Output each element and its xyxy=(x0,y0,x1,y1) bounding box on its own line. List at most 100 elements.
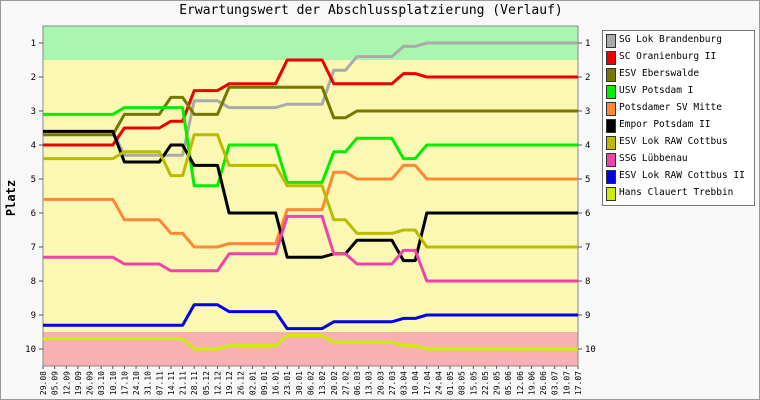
x-tick-label: 02.01 xyxy=(248,371,257,395)
series-line-sg-lok-brandenburg xyxy=(43,41,578,157)
x-tick-label: 19.09 xyxy=(74,371,83,395)
y-tick-label-left: 8 xyxy=(31,277,36,287)
series-line-potsdamer-sv-mitte xyxy=(43,163,578,249)
y-tick-label-right: 1 xyxy=(585,39,590,49)
legend-swatch xyxy=(606,119,616,133)
legend-item: Potsdamer SV Mitte xyxy=(603,99,754,116)
x-tick-label: 23.01 xyxy=(283,371,292,395)
series-line-empor-potsdam-ii xyxy=(43,129,578,263)
legend-label: Hans Clauert Trebbin xyxy=(619,187,734,198)
legend-item: ESV Eberswalde xyxy=(603,65,754,82)
y-tick-label-right: 5 xyxy=(585,175,590,185)
x-tick-label: 13.02 xyxy=(318,371,327,395)
legend-item: ESV Lok RAW Cottbus II xyxy=(603,167,754,184)
legend-label: SG Lok Brandenburg xyxy=(619,34,722,45)
legend-label: ESV Lok RAW Cottbus xyxy=(619,136,728,147)
x-tick-label: 22.05 xyxy=(481,371,490,395)
series-line-esv-lok-raw-cottbus-ii xyxy=(43,303,578,331)
x-tick-label: 03.04 xyxy=(400,371,409,395)
x-tick-label: 24.04 xyxy=(434,371,443,395)
legend-swatch xyxy=(606,51,616,65)
x-tick-label: 03.07 xyxy=(551,371,560,395)
x-tick-label: 05.12 xyxy=(202,371,211,395)
x-tick-label: 05.09 xyxy=(51,371,60,395)
x-tick-label: 20.03 xyxy=(376,371,385,395)
y-tick-label-right: 2 xyxy=(585,73,590,83)
legend-swatch xyxy=(606,136,616,150)
y-tick-label-left: 1 xyxy=(31,39,36,49)
legend-label: ESV Lok RAW Cottbus II xyxy=(619,170,745,181)
x-tick-label: 08.05 xyxy=(458,371,467,395)
x-tick-label: 24.10 xyxy=(132,371,141,395)
y-tick-label-left: 4 xyxy=(31,141,36,151)
series-line-esv-eberswalde xyxy=(43,85,578,137)
x-tick-label: 19.06 xyxy=(527,371,536,395)
x-tick-label: 16.01 xyxy=(272,371,281,395)
legend-label: Potsdamer SV Mitte xyxy=(619,102,722,113)
y-tick-label-left: 5 xyxy=(31,175,36,185)
legend-item: SSG Lübbenau xyxy=(603,150,754,167)
y-tick-label-left: 2 xyxy=(31,73,36,83)
x-tick-label: 09.01 xyxy=(260,371,269,395)
x-tick-label: 19.12 xyxy=(225,371,234,395)
x-tick-label: 15.05 xyxy=(469,371,478,395)
y-tick-label-left: 9 xyxy=(31,311,36,321)
legend-swatch xyxy=(606,170,616,184)
legend-label: SC Oranienburg II xyxy=(619,51,717,62)
x-tick-label: 27.02 xyxy=(341,371,350,395)
x-tick-label: 07.11 xyxy=(155,371,164,395)
x-tick-label: 05.06 xyxy=(504,371,513,395)
chart-title: Erwartungswert der Abschlussplatzierung … xyxy=(179,3,563,18)
y-tick-label-right: 8 xyxy=(585,277,590,287)
x-tick-label: 12.09 xyxy=(62,371,71,395)
x-tick-label: 14.11 xyxy=(167,371,176,395)
series-line-ssg-l-bbenau xyxy=(43,214,578,283)
legend-item: Empor Potsdam II xyxy=(603,116,754,133)
x-tick-label: 27.03 xyxy=(388,371,397,395)
legend-swatch xyxy=(606,68,616,82)
x-tick-label: 29.08 xyxy=(39,371,48,395)
x-tick-label: 12.12 xyxy=(213,371,222,395)
legend-label: USV Potsdam I xyxy=(619,85,694,96)
x-tick-label: 10.04 xyxy=(411,371,420,395)
x-tick-label: 13.03 xyxy=(365,371,374,395)
legend-item: SG Lok Brandenburg xyxy=(603,31,754,48)
x-tick-label: 26.09 xyxy=(86,371,95,395)
legend: SG Lok Brandenburg SC Oranienburg II ESV E… xyxy=(602,30,755,206)
x-tick-label: 26.12 xyxy=(237,371,246,395)
y-tick-label-left: 3 xyxy=(31,107,36,117)
y-tick-label-left: 6 xyxy=(31,209,36,219)
legend-item: SC Oranienburg II xyxy=(603,48,754,65)
legend-swatch xyxy=(606,34,616,48)
y-tick-label-right: 4 xyxy=(585,141,590,151)
zone-band-1 xyxy=(43,60,578,332)
legend-swatch xyxy=(606,153,616,167)
x-tick-label: 17.10 xyxy=(120,371,129,395)
y-tick-label-right: 9 xyxy=(585,311,590,321)
x-tick-label: 26.06 xyxy=(539,371,548,395)
series-line-usv-potsdam-i xyxy=(43,106,578,188)
y-tick-label-right: 7 xyxy=(585,243,590,253)
x-tick-label: 06.02 xyxy=(307,371,316,395)
legend-item: ESV Lok RAW Cottbus xyxy=(603,133,754,150)
x-tick-label: 01.05 xyxy=(446,371,455,395)
y-tick-label-left: 10 xyxy=(25,345,36,355)
x-tick-label: 10.07 xyxy=(562,371,571,395)
x-tick-label: 21.11 xyxy=(179,371,188,395)
series-line-hans-clauert-trebbin xyxy=(43,333,578,351)
x-tick-label: 10.10 xyxy=(109,371,118,395)
y-tick-label-right: 10 xyxy=(585,345,596,355)
x-tick-label: 06.03 xyxy=(353,371,362,395)
legend-label: SSG Lübbenau xyxy=(619,153,688,164)
series-line-sc-oranienburg-ii xyxy=(43,58,578,147)
y-tick-label-right: 3 xyxy=(585,107,590,117)
legend-swatch xyxy=(606,187,616,201)
x-tick-label: 28.11 xyxy=(190,371,199,395)
x-tick-label: 03.10 xyxy=(97,371,106,395)
x-tick-label: 29.05 xyxy=(493,371,502,395)
x-tick-label: 20.02 xyxy=(330,371,339,395)
x-tick-label: 17.04 xyxy=(423,371,432,395)
y-tick-label-right: 6 xyxy=(585,209,590,219)
